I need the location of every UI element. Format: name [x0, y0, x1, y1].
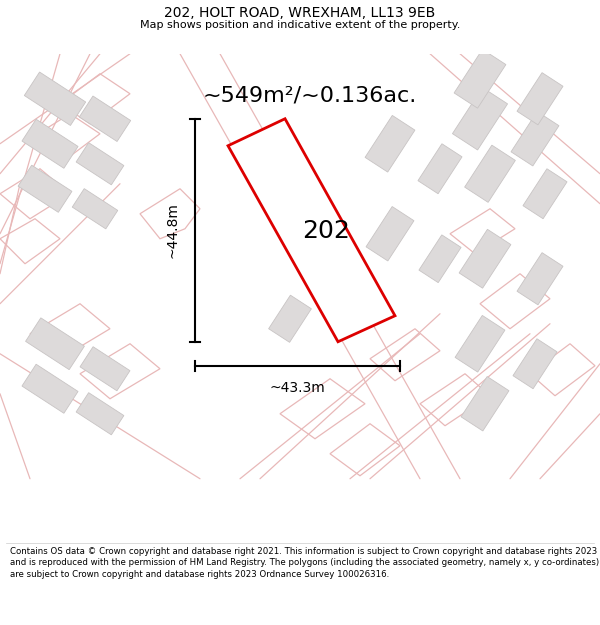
Polygon shape	[511, 111, 559, 166]
Text: ~43.3m: ~43.3m	[269, 381, 325, 395]
Polygon shape	[228, 119, 395, 342]
Polygon shape	[366, 206, 414, 261]
Polygon shape	[452, 88, 508, 150]
Polygon shape	[517, 72, 563, 125]
Polygon shape	[25, 72, 86, 126]
Polygon shape	[455, 316, 505, 372]
Polygon shape	[22, 364, 78, 413]
Polygon shape	[517, 253, 563, 305]
Polygon shape	[80, 347, 130, 391]
Polygon shape	[419, 235, 461, 282]
Polygon shape	[418, 144, 462, 194]
Text: 202, HOLT ROAD, WREXHAM, LL13 9EB: 202, HOLT ROAD, WREXHAM, LL13 9EB	[164, 6, 436, 20]
Polygon shape	[461, 376, 509, 431]
Polygon shape	[269, 295, 311, 343]
Text: 202: 202	[302, 219, 350, 243]
Polygon shape	[459, 229, 511, 288]
Polygon shape	[316, 258, 364, 310]
Polygon shape	[76, 142, 124, 185]
Polygon shape	[79, 96, 131, 141]
Polygon shape	[22, 119, 78, 168]
Polygon shape	[464, 145, 515, 202]
Polygon shape	[72, 189, 118, 229]
Polygon shape	[76, 392, 124, 435]
Text: Stryt Holt Road: Stryt Holt Road	[236, 155, 304, 232]
Polygon shape	[513, 339, 557, 389]
Polygon shape	[365, 116, 415, 172]
Text: ~549m²/~0.136ac.: ~549m²/~0.136ac.	[203, 86, 417, 106]
Polygon shape	[454, 49, 506, 108]
Polygon shape	[26, 318, 85, 369]
Text: ~44.8m: ~44.8m	[166, 202, 180, 258]
Text: Contains OS data © Crown copyright and database right 2021. This information is : Contains OS data © Crown copyright and d…	[10, 547, 599, 579]
Text: Map shows position and indicative extent of the property.: Map shows position and indicative extent…	[140, 20, 460, 30]
Polygon shape	[523, 169, 567, 219]
Polygon shape	[18, 165, 72, 212]
